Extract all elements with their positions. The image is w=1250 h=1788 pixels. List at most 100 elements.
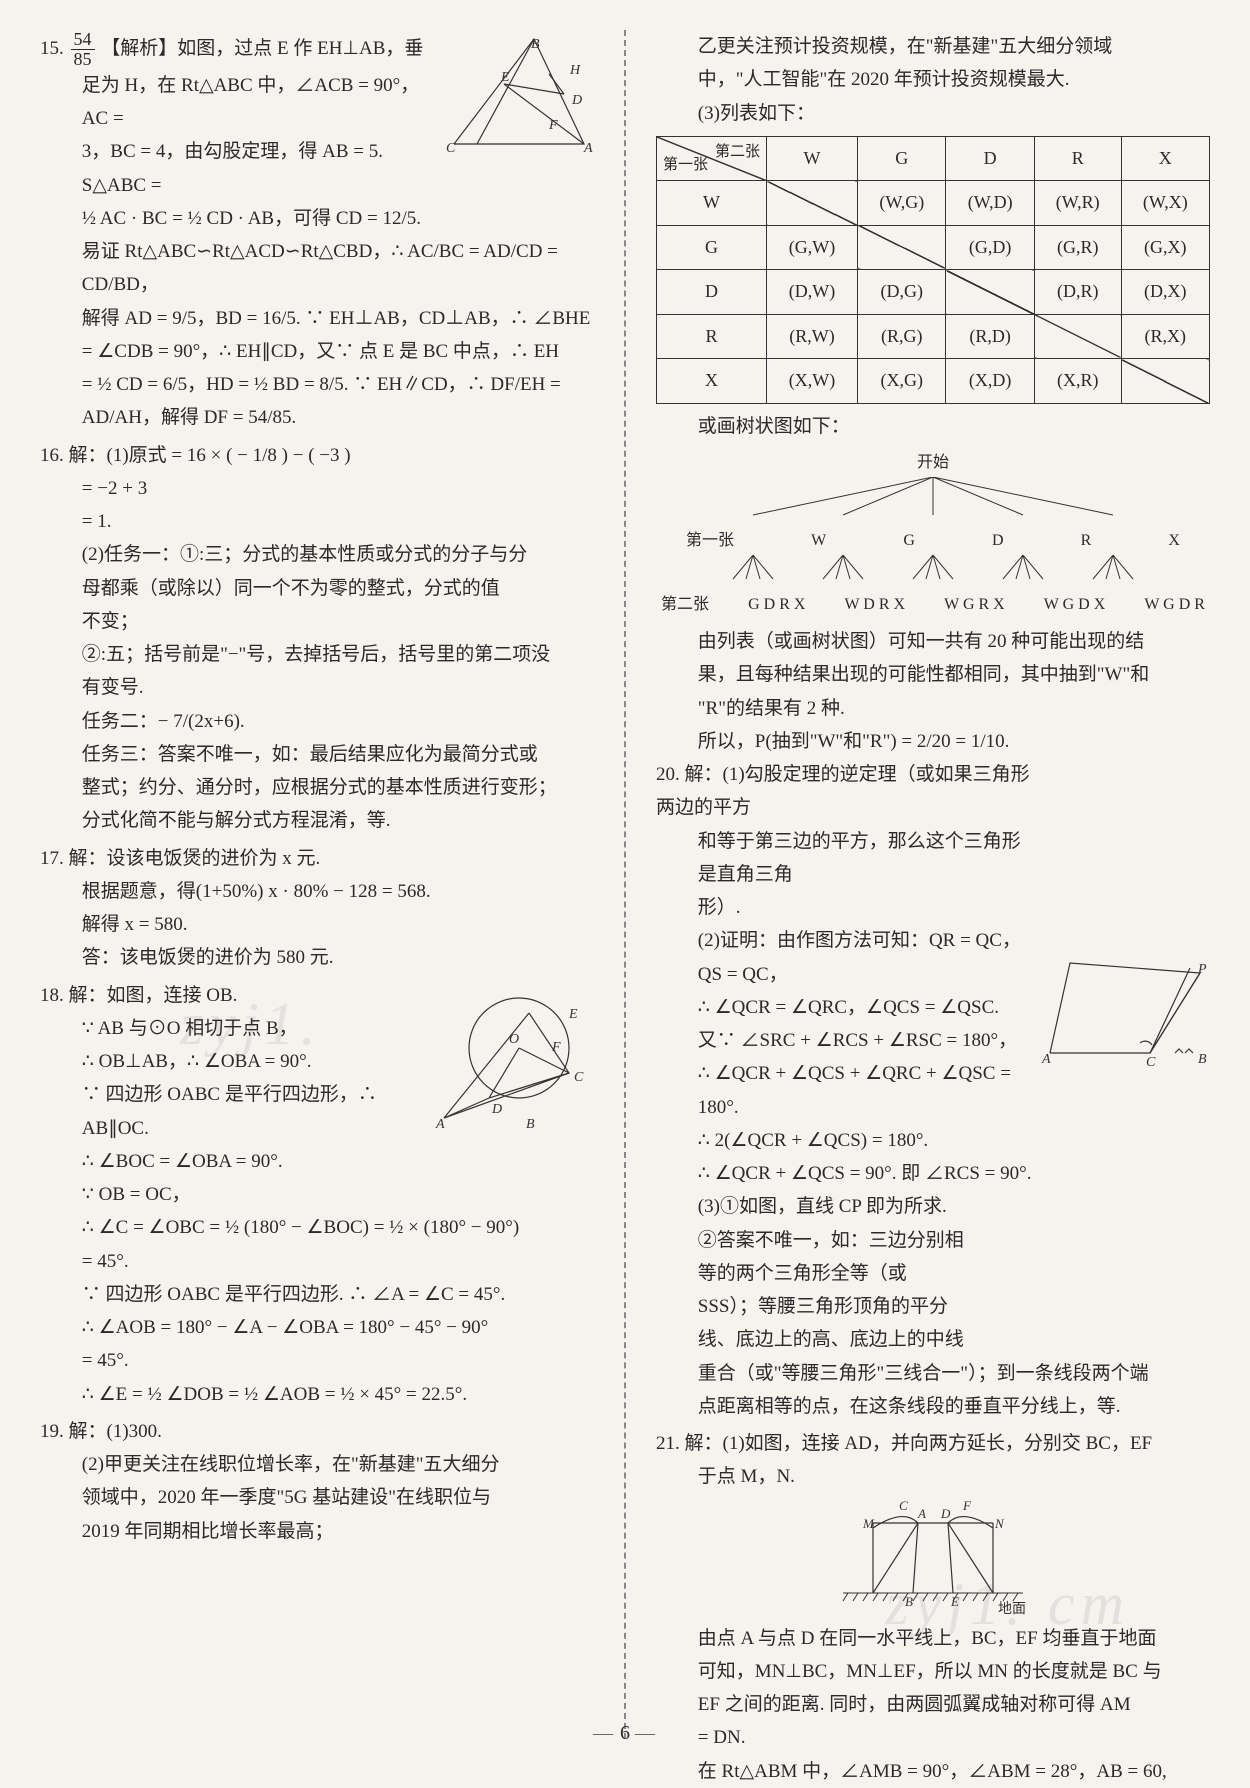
tree-l1-4: X — [1168, 527, 1180, 555]
tree-branches-1 — [693, 477, 1173, 517]
col-h-4: X — [1121, 136, 1209, 181]
q20-num: 20. — [656, 764, 680, 785]
q17-line-0: 解：设该电饭煲的进价为 x 元. — [69, 848, 321, 869]
tree-l2-2: W G R X — [944, 591, 1005, 619]
q20-line-10: ②答案不唯一，如：三边分别相 — [656, 1224, 1210, 1257]
tree-l1-3: R — [1081, 527, 1092, 555]
q15-line-5: 解得 AD = 9/5，BD = 16/5. ∵ EH⊥AB，CD⊥AB，∴ ∠… — [40, 302, 594, 335]
cell: (W,D) — [946, 181, 1034, 226]
svg-text:M: M — [862, 1516, 875, 1531]
svg-text:C: C — [574, 1070, 584, 1085]
r-intro-0: 乙更关注预计投资规模，在"新基建"五大细分领域 — [656, 30, 1210, 63]
cell — [1121, 359, 1209, 404]
q20-line-1: 和等于第三边的平方，那么这个三角形是直角三角 — [656, 825, 1210, 892]
svg-text:A: A — [435, 1117, 445, 1132]
table-header-bl: 第一张 — [663, 152, 708, 178]
q21-line-3: 可知，MN⊥BC，MN⊥EF，所以 MN 的长度就是 BC 与 — [656, 1655, 1210, 1688]
tree-layer1-label: 第一张 — [686, 527, 734, 555]
svg-text:E: E — [950, 1594, 959, 1609]
page-container: B H E D F C A 15. 5485 【解析】如图，过点 E 作 EH⊥… — [40, 30, 1210, 1739]
q16: 16. 解：(1)原式 = 16 × ( − 1/8 ) − ( −3 ) = … — [40, 439, 594, 838]
cell: (W,X) — [1121, 181, 1209, 226]
q16-line-5: 不变； — [40, 605, 594, 638]
q16-line-4: 母都乘（或除以）同一个不为零的整式，分式的值 — [40, 572, 594, 605]
q16-line-11: 分式化简不能与解分式方程混淆，等. — [40, 804, 594, 837]
left-column: B H E D F C A 15. 5485 【解析】如图，过点 E 作 EH⊥… — [40, 30, 594, 1739]
table-row: 第二张 第一张 W G D R X — [657, 136, 1210, 181]
cell — [767, 181, 858, 226]
tree-l2-3: W G D X — [1044, 591, 1105, 619]
q19-line-3: 2019 年同期相比增长率最高； — [40, 1515, 594, 1548]
tree-diagram: 开始 第一张 W G D R X — [656, 449, 1210, 619]
svg-text:F: F — [551, 1040, 561, 1055]
q18-line-7: ∴ ∠C = ∠OBC = ½ (180° − ∠BOC) = ½ × (180… — [40, 1211, 594, 1244]
q16-line-10: 整式；约分、通分时，应根据分式的基本性质进行变形； — [40, 771, 594, 804]
q21-line-6: 在 Rt△ABM 中，∠AMB = 90°，∠ABM = 28°，AB = 60… — [656, 1755, 1210, 1788]
row-h: R — [657, 314, 767, 359]
q18-num: 18. — [40, 985, 64, 1006]
tree-start: 开始 — [656, 449, 1210, 477]
table-row: X (X,W) (X,G) (X,D) (X,R) — [657, 359, 1210, 404]
svg-text:P: P — [1197, 962, 1207, 977]
cell — [1034, 314, 1121, 359]
col-h-2: D — [946, 136, 1034, 181]
q21-line-0: 解：(1)如图，连接 AD，并向两方延长，分别交 BC，EF — [685, 1433, 1153, 1454]
svg-text:C: C — [446, 141, 456, 154]
svg-text:E: E — [500, 70, 510, 85]
tree-l2-1: W D R X — [844, 591, 905, 619]
q20-line-0: 解：(1)勾股定理的逆定理（或如果三角形两边的平方 — [656, 764, 1030, 818]
cell: (G,D) — [946, 225, 1034, 270]
page-number: — 6 — — [593, 1722, 657, 1745]
after-tree-1: 果，且每种结果出现的可能性都相同，其中抽到"W"和 — [656, 658, 1210, 691]
q20-line-15: 点距离相等的点，在这条线段的垂直平分线上，等. — [656, 1390, 1210, 1423]
q20-line-7: ∴ 2(∠QCR + ∠QCS) = 180°. — [656, 1124, 1210, 1157]
svg-text:N: N — [994, 1516, 1005, 1531]
row-h: D — [657, 270, 767, 315]
q16-line-6: ②:五；括号前是"−"号，去掉括号后，括号里的第二项没 — [40, 638, 594, 671]
q21: 21. 解：(1)如图，连接 AD，并向两方延长，分别交 BC，EF 于点 M，… — [656, 1427, 1210, 1788]
tree-branches-2 — [693, 555, 1173, 581]
cell: (D,G) — [858, 270, 946, 315]
tree-l1-0: W — [811, 527, 826, 555]
svg-text:D: D — [491, 1102, 502, 1117]
q20-figure: P A C B — [1040, 958, 1210, 1068]
tree-l1-2: D — [992, 527, 1004, 555]
cell: (X,W) — [767, 359, 858, 404]
svg-text:E: E — [568, 1007, 578, 1022]
page-number-value: 6 — [620, 1722, 630, 1744]
table-row: G (G,W) (G,D) (G,R) (G,X) — [657, 225, 1210, 270]
tree-l2-4: W G D R — [1144, 591, 1205, 619]
q19-num: 19. — [40, 1421, 64, 1442]
q20: P A C B 20. 解：(1)勾股定理的逆定理（或如果三角形两边的平方 和等… — [656, 758, 1210, 1423]
cell: (D,W) — [767, 270, 858, 315]
q15: B H E D F C A 15. 5485 【解析】如图，过点 E 作 EH⊥… — [40, 30, 594, 435]
svg-text:F: F — [962, 1498, 972, 1513]
q16-num: 16. — [40, 445, 64, 466]
q20-line-9: (3)①如图，直线 CP 即为所求. — [656, 1190, 1210, 1223]
tree-l1-1: G — [903, 527, 915, 555]
col-h-0: W — [767, 136, 858, 181]
cell: (X,G) — [858, 359, 946, 404]
cell: (G,W) — [767, 225, 858, 270]
tree-layer2-label: 第二张 — [661, 591, 709, 619]
q16-line-9: 任务三：答案不唯一，如：最后结果应化为最简分式或 — [40, 738, 594, 771]
svg-text:H: H — [569, 63, 581, 78]
q16-line-7: 有变号. — [40, 671, 594, 704]
q19-line-0: 解：(1)300. — [69, 1421, 162, 1442]
q21-figure: C A D F M N B E 地面 — [656, 1498, 1210, 1618]
svg-text:地面: 地面 — [998, 1601, 1026, 1617]
q19: 19. 解：(1)300. (2)甲更关注在线职位增长率，在"新基建"五大细分 … — [40, 1415, 594, 1548]
svg-text:B: B — [1198, 1052, 1207, 1067]
cell: (W,R) — [1034, 181, 1121, 226]
q15-answer: 5485 — [71, 30, 95, 69]
q21-num: 21. — [656, 1433, 680, 1454]
q18-line-8: = 45°. — [40, 1245, 594, 1278]
q17-line-3: 答：该电饭煲的进价为 580 元. — [40, 941, 594, 974]
q15-line-4: 易证 Rt△ABC∽Rt△ACD∽Rt△CBD，∴ AC/BC = AD/CD … — [40, 235, 594, 302]
q17-line-2: 解得 x = 580. — [40, 908, 594, 941]
svg-text:D: D — [571, 93, 582, 108]
q21-line-5: = DN. — [656, 1721, 1210, 1754]
q20-line-2: 形）. — [656, 891, 1210, 924]
q18-line-12: ∴ ∠E = ½ ∠DOB = ½ ∠AOB = ½ × 45° = 22.5°… — [40, 1378, 594, 1411]
svg-text:A: A — [917, 1506, 926, 1521]
